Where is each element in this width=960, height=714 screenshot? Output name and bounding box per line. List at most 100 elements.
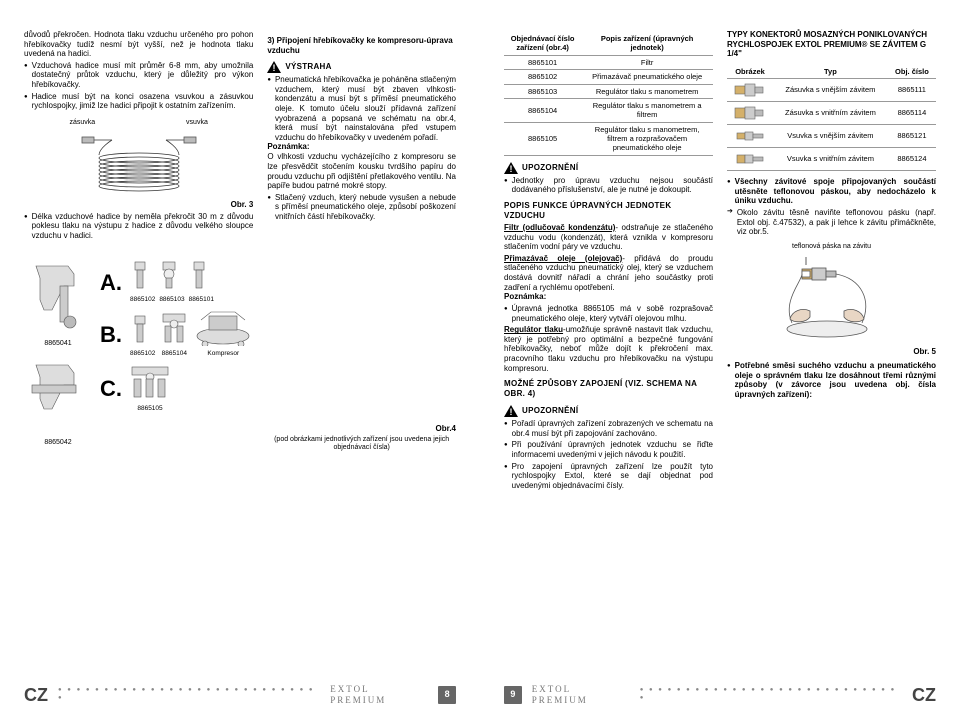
table-row: 8865104Regulátor tlaku s manometrem a fi… (504, 98, 713, 122)
r2p3: Potřebné směsi suchého vzduchu a pneumat… (727, 361, 936, 399)
connector-icon (733, 150, 767, 168)
obr5-label: Obr. 5 (727, 347, 936, 357)
connector-icon (733, 127, 767, 145)
row-b-letter: B. (100, 321, 122, 349)
rp2: Pořadí úpravných zařízení zobrazených ve… (504, 419, 713, 438)
rp1: Jednotky pro úpravu vzduchu nejsou součá… (504, 176, 713, 195)
right-col1: Objednávací číslo zařízení (obr.4) Popis… (504, 30, 713, 490)
unit-icon (130, 365, 170, 401)
row-a: A. 8865102 8865103 (100, 260, 253, 304)
unit-icon (159, 312, 189, 346)
assembly-rows: A. 8865102 8865103 (100, 260, 253, 448)
warn-label: UPOZORNĚNÍ (522, 406, 578, 416)
connector-row: Zásuvka s vnějším závitem 8865111 (727, 79, 936, 102)
connector-row: Zásuvka s vnitřním závitem 8865114 (727, 102, 936, 125)
oil-block: Přimazávač oleje (olejovač)- přidává do … (504, 254, 713, 292)
typy-title: TYPY KONEKTORŮ MOSAZNÝCH PONIKLOVANÝCH R… (727, 30, 936, 59)
gun-assembly-diagram: 8865041 8865042 A. (24, 260, 253, 448)
table-row: 8865105Regulátor tlaku s manometrem, fil… (504, 122, 713, 155)
page-spread: důvodů překročen. Hodnota tlaku vzduchu … (0, 0, 960, 714)
compressor-icon (193, 310, 253, 346)
table-row: 8865102Přimazávač pneumatického oleje (504, 70, 713, 84)
obr4-label: Obr.4 (267, 424, 456, 434)
p4: Délka vzduchové hadice by neměla překroč… (24, 212, 253, 241)
row-c-letter: C. (100, 375, 122, 403)
warn-vystraha: ! VÝSTRAHA (267, 61, 456, 73)
right-columns: Objednávací číslo zařízení (obr.4) Popis… (504, 30, 936, 490)
cz-mark: CZ (24, 684, 48, 707)
unit-icon (159, 260, 179, 292)
page-num-left: 8 (438, 686, 456, 704)
cth3: Obj. číslo (888, 65, 936, 79)
footer-brand: EXTOL PREMIUM (532, 684, 630, 707)
unit-icon (130, 260, 150, 292)
p3: Hadice musí být na konci osazena vsuvkou… (24, 92, 253, 111)
row-b: B. 8865102 8865104 (100, 310, 253, 358)
footer-right: 9 EXTOL PREMIUM ● ● ● ● ● ● ● ● ● ● ● ● … (504, 684, 936, 707)
page-right: Objednávací číslo zařízení (obr.4) Popis… (480, 0, 960, 714)
row-c: C. 8865105 (100, 365, 253, 413)
page-num-right: 9 (504, 686, 522, 704)
obr4-caption: (pod obrázkami jednotlivých zařízení jso… (267, 436, 456, 454)
warning-icon: ! (504, 162, 518, 174)
pozn2-label: Poznámka: (504, 292, 713, 302)
lp2: O vlhkosti vzduchu vycházejícího z kompr… (267, 152, 456, 190)
reg-block: Regulátor tlaku-umožňuje správně nastavi… (504, 325, 713, 373)
hose-right-label: vsuvka (186, 119, 208, 128)
unit-icon (189, 260, 209, 292)
r2p1: Všechny závitové spoje připojovaných sou… (727, 177, 936, 206)
warn-upozorneni-1: ! UPOZORNĚNÍ (504, 162, 713, 174)
tape-label: teflonová páska na závitu (727, 243, 936, 252)
lp1: Pneumatická hřebíkovačka je poháněna stl… (267, 75, 456, 142)
th-desc: Popis zařízení (úpravných jednotek) (581, 32, 713, 55)
svg-text:!: ! (510, 164, 513, 174)
left-columns: důvodů překročen. Hodnota tlaku vzduchu … (24, 30, 456, 453)
obr3-label: Obr. 3 (24, 200, 253, 210)
th-obj: Objednávací číslo zařízení (obr.4) (504, 32, 581, 55)
warning-icon: ! (267, 61, 281, 73)
warn-label: VÝSTRAHA (285, 62, 331, 72)
footer-left: CZ ● ● ● ● ● ● ● ● ● ● ● ● ● ● ● ● ● ● ●… (24, 684, 456, 707)
connector-icon (733, 81, 767, 99)
warn-upozorneni-2: ! UPOZORNĚNÍ (504, 405, 713, 417)
h-mozne: MOŽNÉ ZPŮSOBY ZAPOJENÍ (VIZ. SCHEMA NA O… (504, 379, 713, 399)
connector-row: Vsuvka s vnějším závitem 8865121 (727, 125, 936, 148)
hose-labels: zásuvka vsuvka (24, 119, 253, 128)
table-row: 8865101Filtr (504, 55, 713, 69)
tape-svg (772, 251, 892, 341)
left-col2: 3) Připojení hřebíkovačky ke kompresoru-… (267, 30, 456, 453)
connector-table: Obrázek Typ Obj. číslo Zásuvka s vnějším… (727, 65, 936, 171)
guns-column: 8865041 8865042 (24, 260, 92, 448)
unit-icon (130, 314, 150, 346)
row-a-letter: A. (100, 269, 122, 297)
pozn-label: Poznámka: (267, 142, 456, 152)
p1: důvodů překročen. Hodnota tlaku vzduchu … (24, 30, 253, 59)
gun2-label: 8865042 (44, 439, 71, 448)
svg-text:!: ! (273, 63, 276, 73)
cth1: Obrázek (727, 65, 773, 79)
nail-gun-1 (30, 260, 86, 330)
right-col2: TYPY KONEKTORŮ MOSAZNÝCH PONIKLOVANÝCH R… (727, 30, 936, 490)
pozn2-text: Úpravná jednotka 8865105 má v sobě rozpr… (504, 304, 713, 323)
footer-dots: ● ● ● ● ● ● ● ● ● ● ● ● ● ● ● ● ● ● ● ● … (640, 687, 902, 702)
hose-left-label: zásuvka (69, 119, 95, 128)
page-left: důvodů překročen. Hodnota tlaku vzduchu … (0, 0, 480, 714)
h3: 3) Připojení hřebíkovačky ke kompresoru-… (267, 36, 456, 55)
footer-brand: EXTOL PREMIUM (330, 684, 428, 707)
p2: Vzduchová hadice musí mít průměr 6-8 mm,… (24, 61, 253, 90)
cth2: Typ (773, 65, 888, 79)
hose-diagram: zásuvka vsuvka (24, 119, 253, 210)
svg-text:!: ! (510, 407, 513, 417)
warn-label: UPOZORNĚNÍ (522, 163, 578, 173)
rp3: Při používání úpravných jednotek vzduchu… (504, 440, 713, 459)
units-table: Objednávací číslo zařízení (obr.4) Popis… (504, 32, 713, 156)
filtr-block: Filtr (odlučovač kondenzátu)- odstraňuje… (504, 223, 713, 252)
nail-gun-2 (30, 359, 86, 429)
warning-icon: ! (504, 405, 518, 417)
rp4: Pro zapojení úpravných zařízení lze použ… (504, 462, 713, 491)
connector-row: Vsuvka s vnitřním závitem 8865124 (727, 148, 936, 171)
table-row: 8865103Regulátor tlaku s manometrem (504, 84, 713, 98)
lp3: Stlačený vzduch, který nebude vysušen a … (267, 193, 456, 222)
footer-dots: ● ● ● ● ● ● ● ● ● ● ● ● ● ● ● ● ● ● ● ● … (58, 687, 320, 702)
cz-mark: CZ (912, 684, 936, 707)
